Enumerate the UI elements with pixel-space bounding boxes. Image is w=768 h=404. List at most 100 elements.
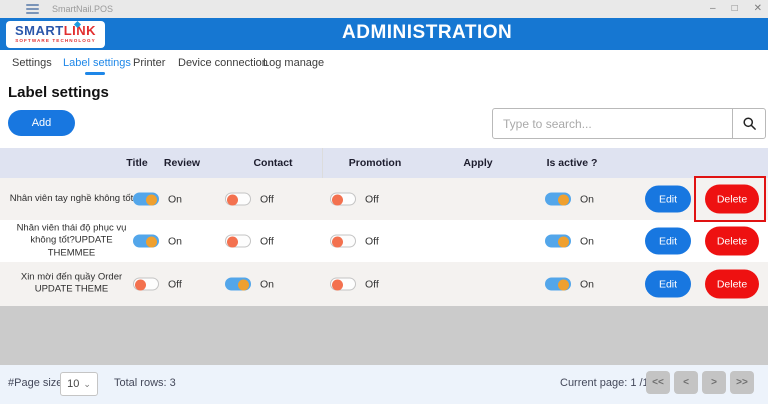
toggle-track bbox=[225, 192, 251, 206]
last-page-button[interactable]: >> bbox=[730, 371, 754, 394]
promotion-toggle[interactable]: Off bbox=[330, 277, 379, 291]
toggle-knob bbox=[558, 194, 569, 206]
search-icon bbox=[742, 117, 756, 130]
search-input[interactable] bbox=[493, 109, 732, 138]
toggle-knob bbox=[227, 236, 238, 248]
column-header-review: Review bbox=[163, 157, 201, 169]
total-rows-label: Total rows: 3 bbox=[114, 377, 176, 389]
toggle-knob bbox=[558, 236, 569, 248]
is-active-toggle[interactable]: On bbox=[545, 277, 595, 291]
toggle-knob bbox=[146, 236, 157, 248]
logo-text-link: LINK bbox=[63, 23, 97, 38]
toggle-track bbox=[133, 192, 159, 206]
toggle-track bbox=[133, 277, 159, 291]
page-size-label: #Page size bbox=[8, 377, 63, 389]
toggle-label: Off bbox=[365, 193, 379, 205]
next-page-button[interactable]: > bbox=[702, 371, 726, 394]
chevron-down-icon: ⌄ bbox=[83, 378, 91, 389]
toggle-track bbox=[330, 277, 356, 291]
tab-bar: Settings Label settings Printer Device c… bbox=[0, 50, 768, 80]
toggle-knob bbox=[332, 279, 343, 291]
table-row: Nhân viên tay nghề không tốt On Off Off … bbox=[0, 178, 768, 220]
column-header-promotion: Promotion bbox=[348, 157, 402, 169]
maximize-button[interactable]: □ bbox=[731, 3, 738, 14]
tab-device-connection[interactable]: Device connection bbox=[178, 57, 268, 69]
toggle-label: On bbox=[168, 193, 183, 205]
toggle-label: On bbox=[168, 235, 183, 247]
promotion-toggle[interactable]: Off bbox=[330, 234, 379, 248]
contact-toggle[interactable]: Off bbox=[225, 234, 274, 248]
table-row: Nhân viên thái độ phục vụ không tốt?UPDA… bbox=[0, 220, 768, 262]
active-tab-underline bbox=[85, 72, 105, 75]
review-toggle[interactable]: On bbox=[133, 234, 183, 248]
column-header-apply: Apply bbox=[463, 157, 493, 169]
column-header-title: Title bbox=[126, 157, 148, 169]
toggle-track bbox=[330, 234, 356, 248]
toggle-track bbox=[225, 234, 251, 248]
prev-page-button[interactable]: < bbox=[674, 371, 698, 394]
tab-printer[interactable]: Printer bbox=[133, 57, 166, 69]
toggle-track bbox=[133, 234, 159, 248]
review-toggle[interactable]: On bbox=[133, 192, 183, 206]
smartlink-logo: SMARTLINK SOFTWARE TECHNOLOGY bbox=[6, 20, 105, 48]
page-title: Label settings bbox=[8, 84, 109, 101]
page-size-select[interactable]: 10 ⌄ bbox=[60, 372, 98, 396]
minimize-button[interactable]: – bbox=[710, 3, 716, 14]
page-header-title: ADMINISTRATION bbox=[342, 22, 513, 43]
hamburger-menu-icon[interactable] bbox=[26, 4, 39, 14]
review-toggle[interactable]: Off bbox=[133, 277, 182, 291]
edit-button[interactable]: Edit bbox=[645, 227, 691, 255]
column-header-contact: Contact bbox=[253, 157, 293, 169]
tab-log-manage[interactable]: Log manage bbox=[263, 57, 325, 69]
search-button[interactable] bbox=[732, 109, 765, 138]
table-row: Xin mời đến quầy Order UPDATE THEME Off … bbox=[0, 262, 768, 306]
toggle-knob bbox=[558, 279, 569, 291]
tab-label-settings[interactable]: Label settings bbox=[63, 57, 131, 69]
edit-button[interactable]: Edit bbox=[645, 185, 691, 213]
toggle-label: On bbox=[580, 278, 595, 290]
toggle-label: Off bbox=[365, 278, 379, 290]
toggle-label: On bbox=[580, 193, 595, 205]
promotion-toggle[interactable]: Off bbox=[330, 192, 379, 206]
window-titlebar: SmartNail.POS – □ ✕ bbox=[0, 0, 768, 18]
edit-button[interactable]: Edit bbox=[645, 270, 691, 298]
toggle-knob bbox=[146, 194, 157, 206]
toggle-track bbox=[225, 277, 251, 291]
contact-toggle[interactable]: Off bbox=[225, 192, 274, 206]
table-empty-area bbox=[0, 306, 768, 365]
toggle-track bbox=[330, 192, 356, 206]
is-active-toggle[interactable]: On bbox=[545, 234, 595, 248]
row-title: Nhân viên thái độ phục vụ không tốt?UPDA… bbox=[16, 222, 127, 259]
tab-settings[interactable]: Settings bbox=[12, 57, 52, 69]
toggle-label: Off bbox=[365, 235, 379, 247]
page-size-value: 10 bbox=[67, 378, 80, 390]
toggle-label: Off bbox=[260, 235, 274, 247]
toggle-track bbox=[545, 277, 571, 291]
toggle-label: On bbox=[260, 278, 275, 290]
delete-button[interactable]: Delete bbox=[705, 269, 759, 299]
table-header-row: Title Review Contact Promotion Apply Is … bbox=[0, 148, 768, 178]
toggle-knob bbox=[238, 279, 249, 291]
add-button[interactable]: Add bbox=[8, 110, 75, 136]
contact-toggle[interactable]: On bbox=[225, 277, 275, 291]
pagination-footer: #Page size 10 ⌄ Total rows: 3 Current pa… bbox=[0, 365, 768, 404]
first-page-button[interactable]: << bbox=[646, 371, 670, 394]
row-title: Xin mời đến quầy Order UPDATE THEME bbox=[20, 271, 123, 295]
logo-tagline: SOFTWARE TECHNOLOGY bbox=[15, 38, 96, 43]
column-header-is-active: Is active ? bbox=[546, 157, 598, 169]
toggle-knob bbox=[227, 194, 238, 206]
toggle-knob bbox=[332, 236, 343, 248]
logo-text-smart: SMART bbox=[14, 23, 64, 38]
toggle-label: On bbox=[580, 235, 595, 247]
delete-button[interactable]: Delete bbox=[705, 226, 759, 256]
close-button[interactable]: ✕ bbox=[753, 3, 762, 14]
search-box bbox=[492, 108, 766, 139]
toggle-track bbox=[545, 234, 571, 248]
toggle-knob bbox=[135, 279, 146, 291]
delete-button[interactable]: Delete bbox=[705, 184, 759, 214]
window-title: SmartNail.POS bbox=[52, 4, 114, 14]
is-active-toggle[interactable]: On bbox=[545, 192, 595, 206]
row-title: Nhân viên tay nghề không tốt bbox=[9, 192, 134, 204]
toggle-track bbox=[545, 192, 571, 206]
